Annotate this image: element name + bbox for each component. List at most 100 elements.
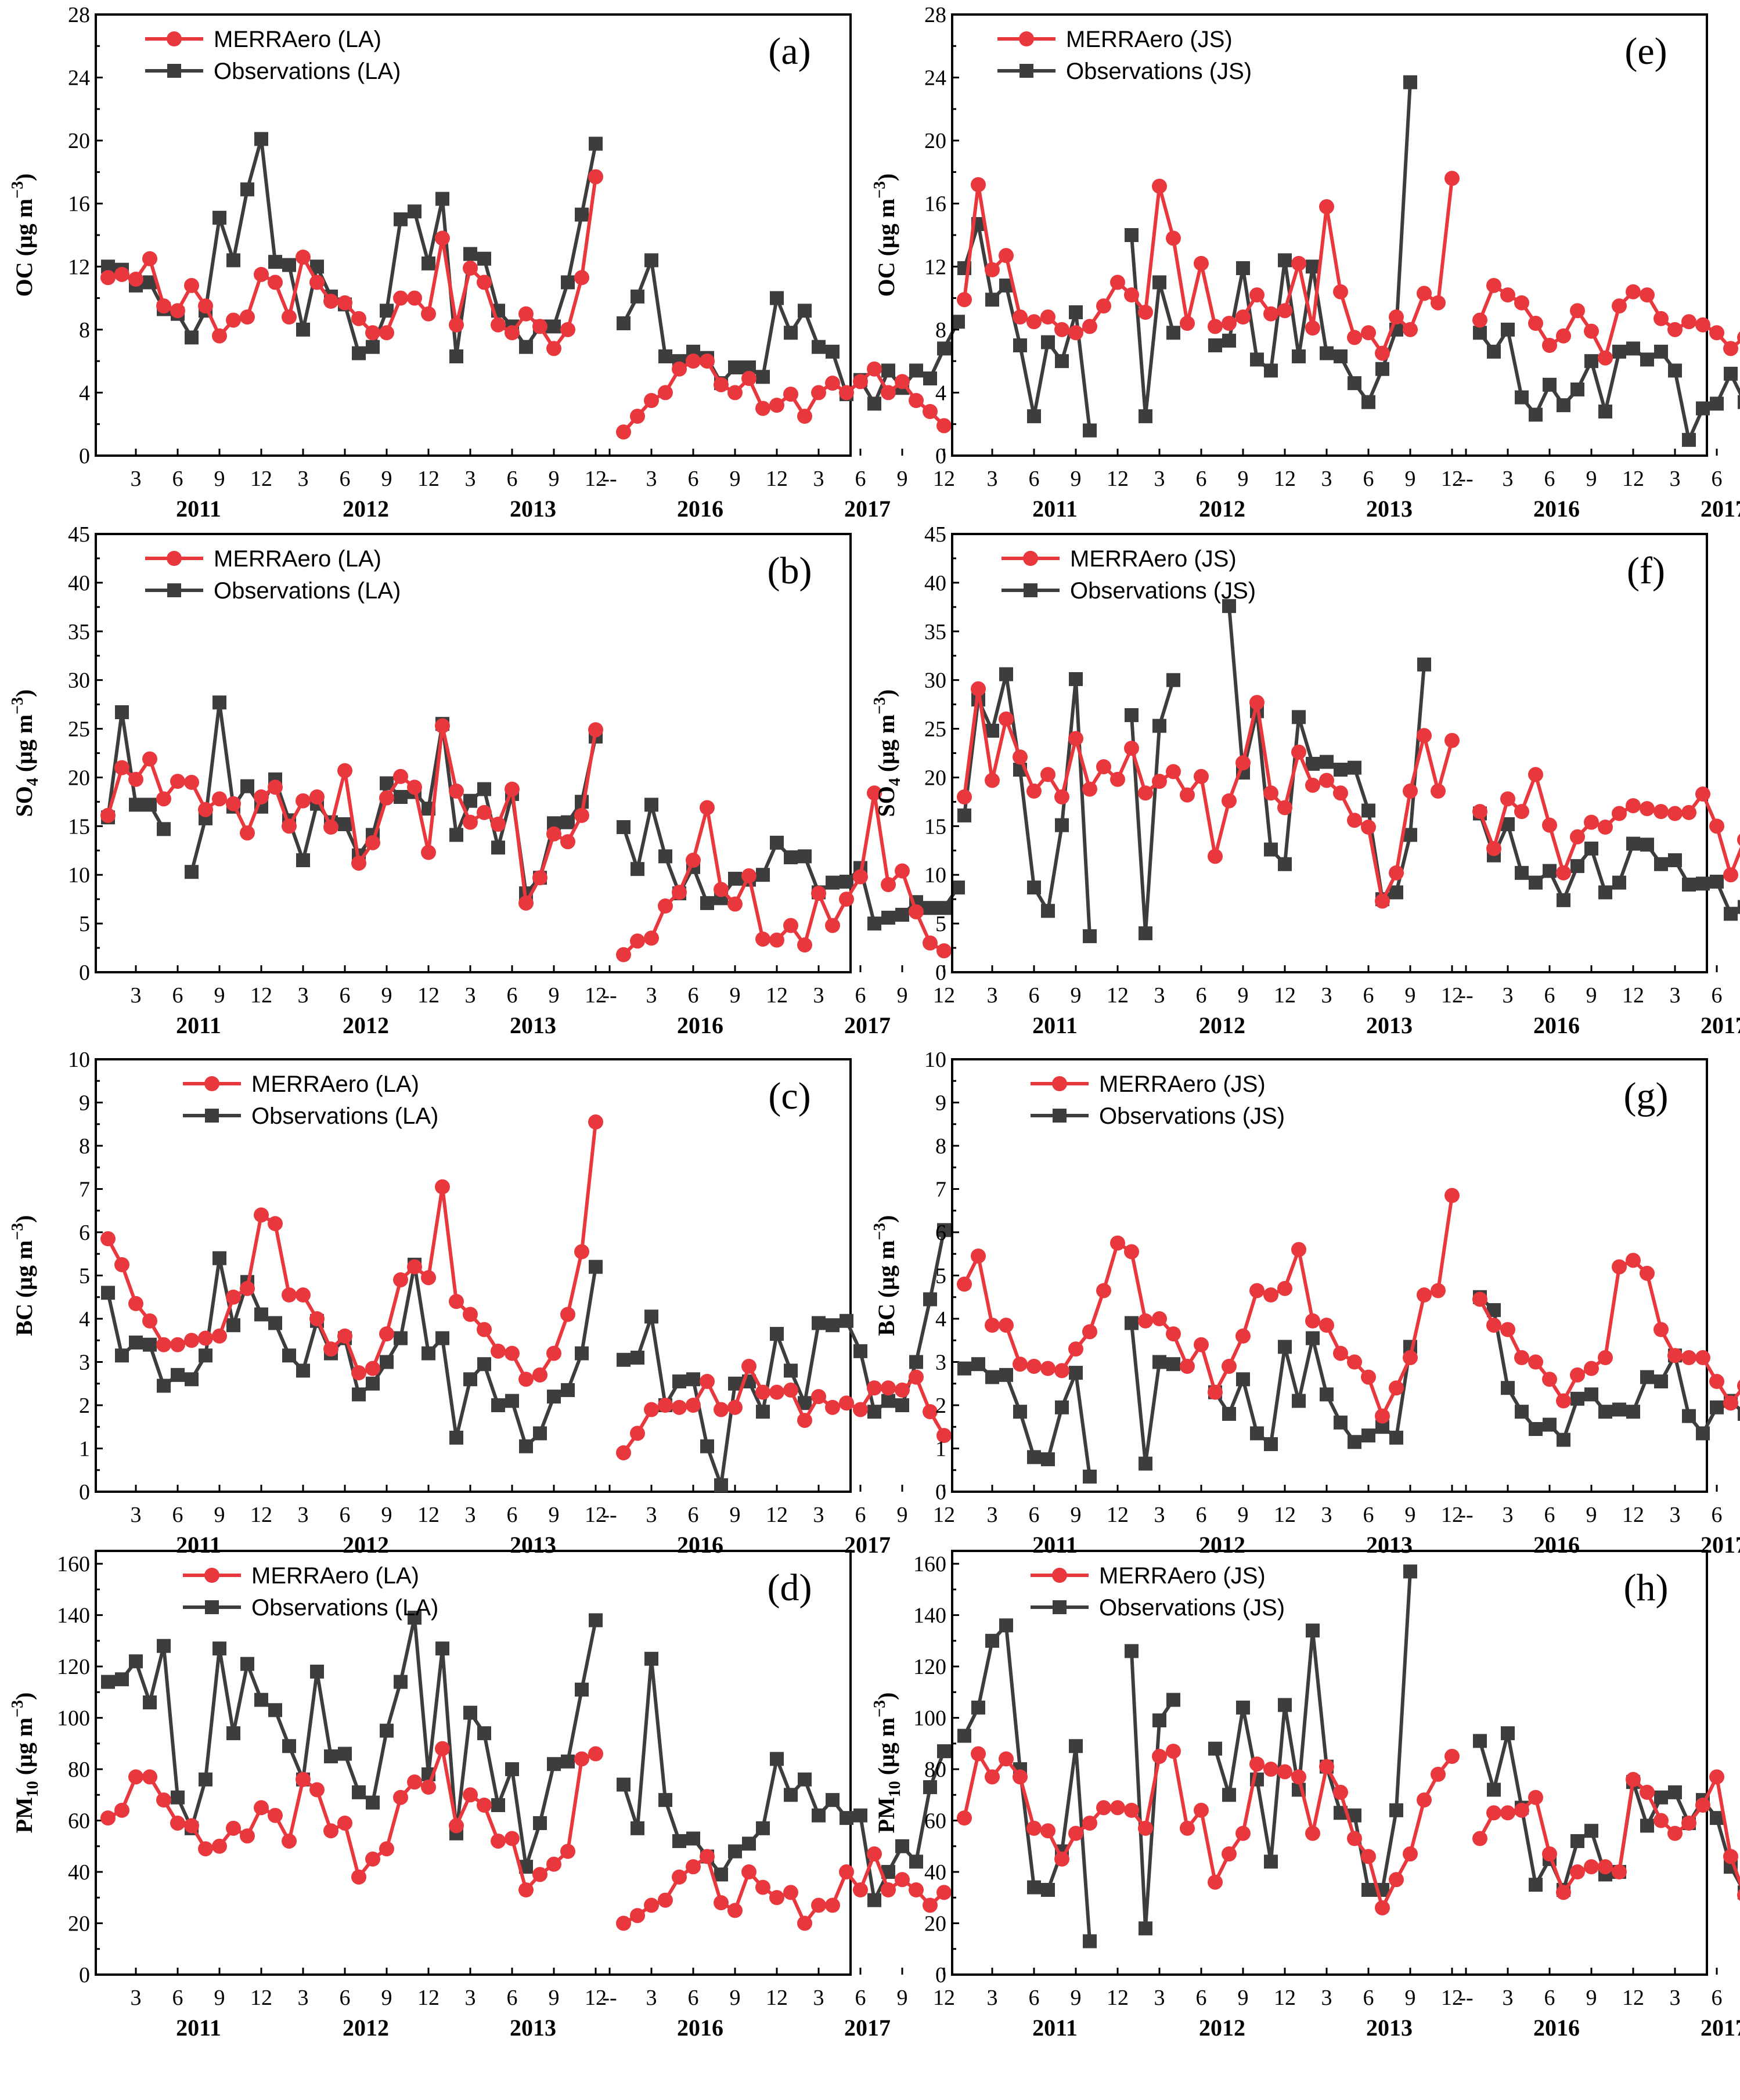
data-point <box>1653 1322 1669 1337</box>
data-point <box>422 1346 435 1361</box>
data-point <box>1695 1350 1710 1366</box>
y-tick-label: 10 <box>924 1048 946 1072</box>
x-tick-label: 12 <box>1274 1503 1296 1527</box>
data-point <box>630 409 645 424</box>
data-point <box>449 317 464 333</box>
data-point <box>1194 255 1209 271</box>
data-point <box>895 863 910 879</box>
data-point <box>1417 728 1432 744</box>
data-point <box>1319 1759 1334 1774</box>
data-point <box>589 136 603 151</box>
data-point <box>812 340 826 354</box>
y-tick-label: 2 <box>935 1394 946 1418</box>
y-tick-label: 140 <box>57 1604 90 1628</box>
y-tick-label: 4 <box>79 1307 90 1332</box>
data-point <box>352 1785 366 1799</box>
series-line <box>1478 1258 1740 1405</box>
data-point <box>1083 1934 1097 1949</box>
data-point <box>268 1216 283 1232</box>
data-point <box>505 1394 519 1408</box>
data-point <box>727 896 743 912</box>
data-point <box>672 1399 687 1415</box>
data-point <box>1305 1825 1320 1841</box>
data-point <box>114 1257 129 1272</box>
data-point <box>985 1633 999 1648</box>
x-tick-label: -- <box>1458 1503 1473 1527</box>
x-tick-label: 6 <box>507 1986 518 2010</box>
x-tick-label: 12 <box>933 1986 955 2010</box>
data-point <box>1389 1430 1403 1445</box>
data-point <box>1570 383 1584 396</box>
year-label: 2016 <box>1533 496 1580 522</box>
data-point <box>1040 767 1055 782</box>
data-point <box>100 1231 116 1247</box>
x-tick-label: 3 <box>646 983 657 1008</box>
data-point <box>1096 1283 1111 1298</box>
data-point <box>422 256 435 270</box>
data-point <box>1403 1564 1417 1579</box>
data-point <box>1139 409 1152 424</box>
legend-marker <box>1053 1109 1067 1123</box>
data-point <box>1055 818 1069 832</box>
data-point <box>1125 228 1139 242</box>
x-tick-label: 6 <box>688 467 699 491</box>
y-tick-label: 8 <box>79 1134 90 1159</box>
data-point <box>1403 322 1418 337</box>
data-point <box>491 1343 506 1359</box>
data-point <box>1403 1350 1418 1366</box>
year-label: 2013 <box>1366 496 1413 522</box>
data-point <box>560 834 575 850</box>
data-point <box>379 1841 394 1857</box>
data-point <box>1710 396 1724 411</box>
x-tick-label: 6 <box>688 1503 699 1527</box>
series-merraero-la <box>100 1741 952 1931</box>
data-point <box>1612 1864 1627 1880</box>
year-label: 2011 <box>1032 2015 1078 2041</box>
plot-frame <box>95 1550 852 1976</box>
data-point <box>1083 423 1097 438</box>
x-tick-label: 12 <box>1622 1503 1644 1527</box>
x-tick-label: 3 <box>298 1986 309 2010</box>
data-point <box>1486 1805 1501 1821</box>
data-point <box>1222 1406 1236 1421</box>
data-point <box>1444 1188 1460 1203</box>
x-tick-label: 3 <box>131 467 142 491</box>
y-tick-label: 0 <box>935 1963 946 1987</box>
data-point <box>686 1859 701 1875</box>
data-point <box>128 272 143 287</box>
data-point <box>1570 859 1584 874</box>
x-tick-label: 6 <box>855 467 866 491</box>
data-point <box>309 1311 325 1326</box>
year-label: 2013 <box>1366 1012 1413 1038</box>
data-point <box>1361 395 1375 409</box>
data-point <box>449 1430 463 1445</box>
data-point <box>985 293 999 307</box>
data-point <box>1347 330 1362 345</box>
x-tick-label: 12 <box>766 1986 788 2010</box>
data-point <box>380 1355 394 1369</box>
x-tick-label: -- <box>602 983 617 1008</box>
year-label: 2017 <box>1701 2015 1740 2041</box>
data-point <box>532 1367 547 1383</box>
y-tick-label: 10 <box>924 863 946 887</box>
x-tick-label: 9 <box>214 467 225 491</box>
data-point <box>546 1856 561 1872</box>
data-point <box>1040 1361 1055 1376</box>
data-point <box>226 796 241 811</box>
year-label: 2011 <box>176 1532 221 1558</box>
data-point <box>923 935 938 951</box>
data-point <box>1306 756 1320 771</box>
legend-label: MERRAero (LA) <box>251 1563 419 1589</box>
y-tick-label: 5 <box>79 912 90 936</box>
x-tick-label: 3 <box>1321 467 1332 491</box>
x-tick-label: 9 <box>381 983 392 1008</box>
data-point <box>686 1831 700 1846</box>
year-label: 2017 <box>844 1012 891 1038</box>
data-point <box>380 304 394 318</box>
data-point <box>1278 1340 1292 1354</box>
data-point <box>1584 323 1599 339</box>
data-point <box>365 835 380 850</box>
data-point <box>212 791 227 807</box>
data-point <box>226 1318 240 1333</box>
data-point <box>352 346 366 360</box>
